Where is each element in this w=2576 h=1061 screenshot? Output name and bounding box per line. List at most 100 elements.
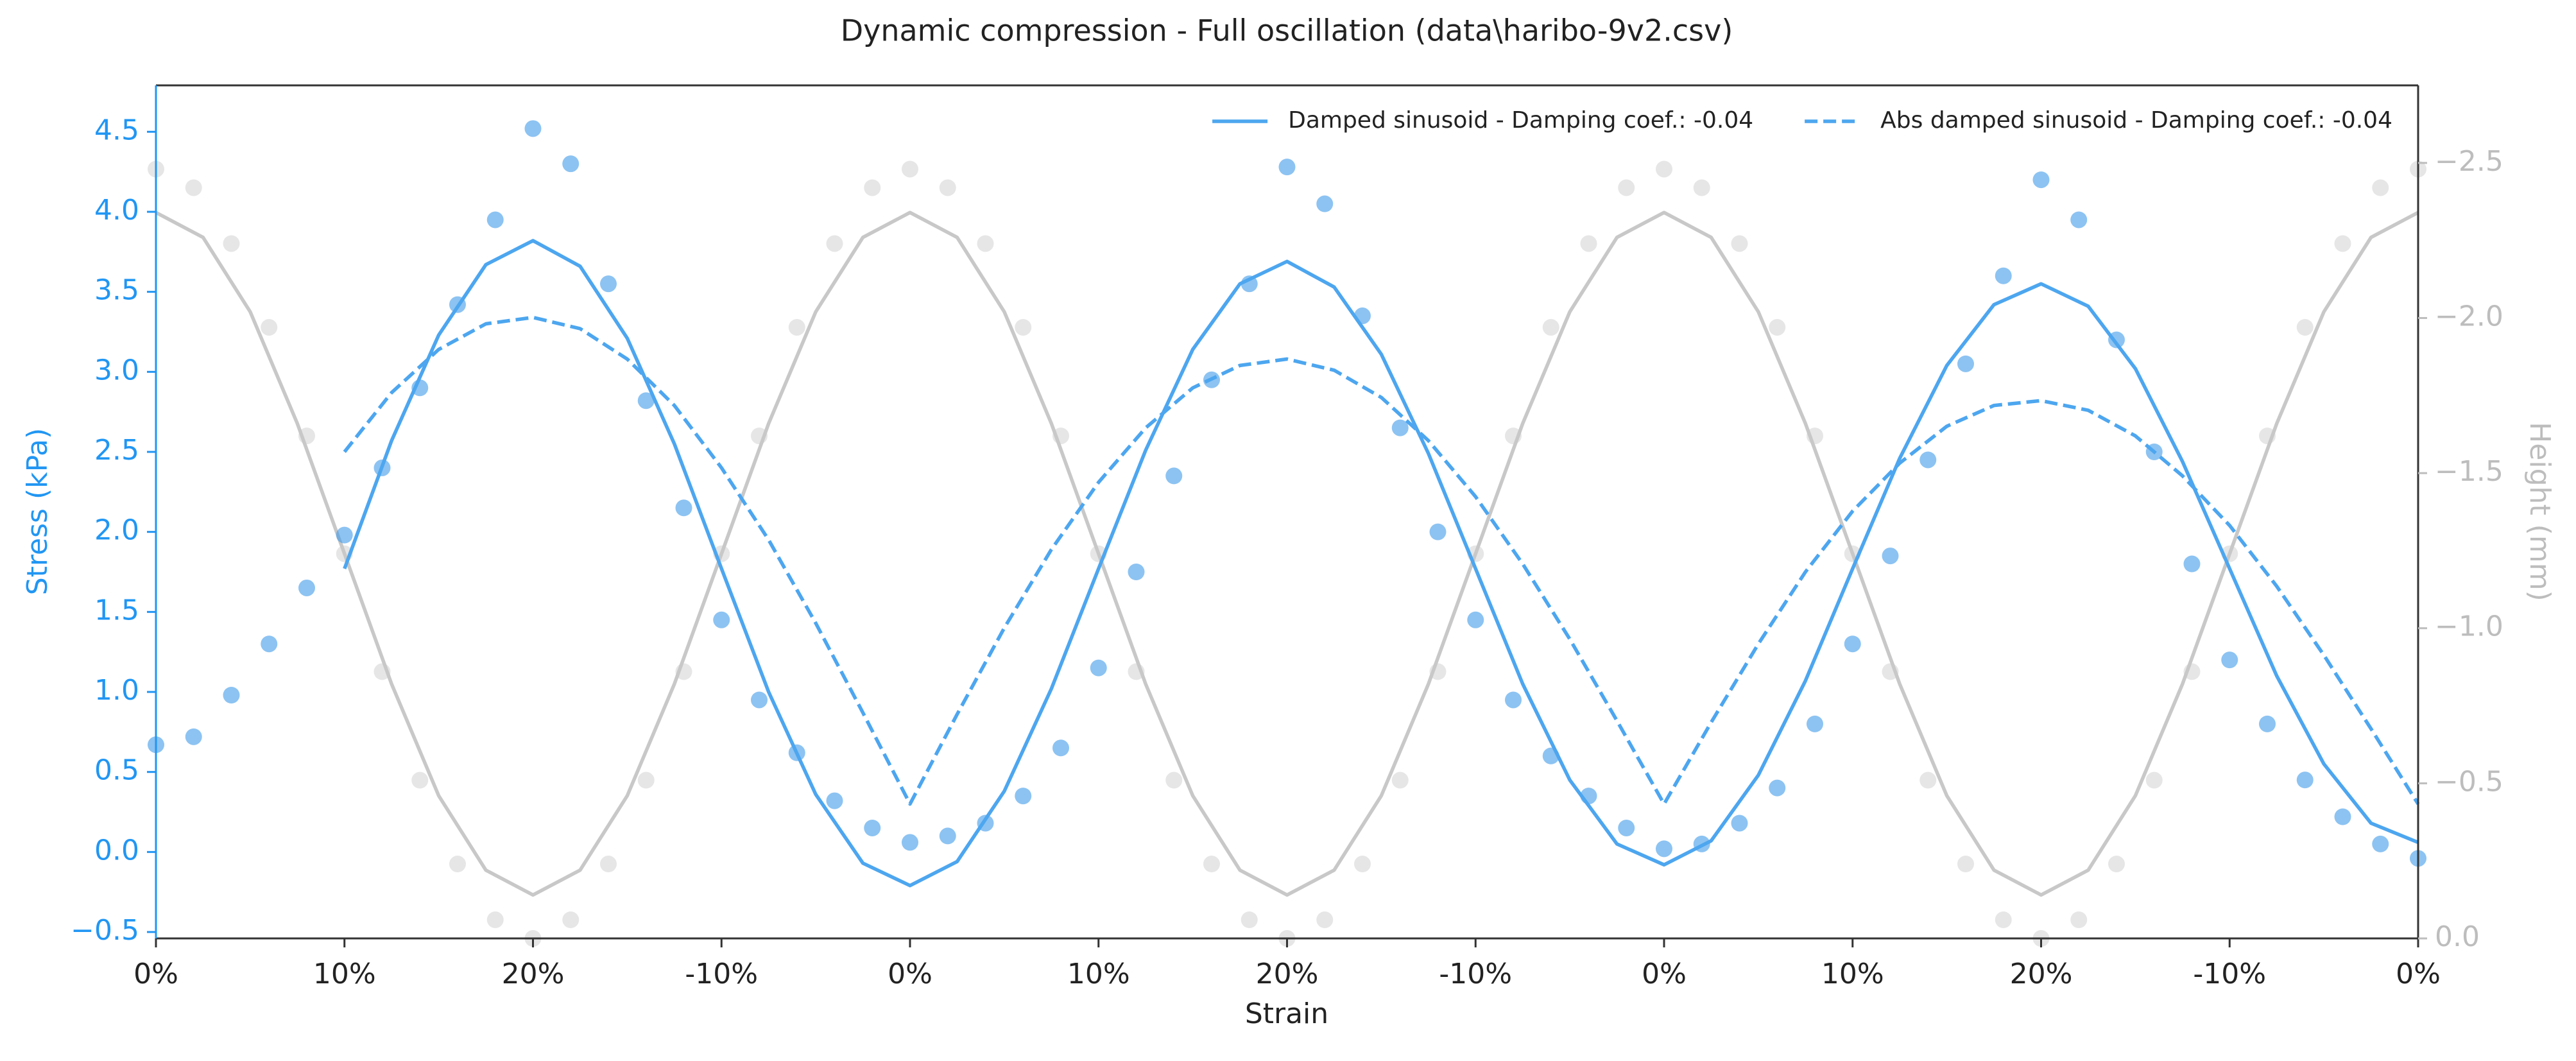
data-point	[2145, 772, 2163, 789]
data-point	[939, 179, 956, 196]
data-point	[1618, 179, 1635, 196]
y2-tick-label: −2.5	[2435, 145, 2503, 178]
data-point	[1919, 451, 1937, 469]
data-point	[185, 179, 202, 196]
data-point	[1995, 267, 2012, 284]
chart-title: Dynamic compression - Full oscillation (…	[841, 13, 1733, 48]
data-point	[2259, 715, 2276, 732]
x-tick-label: -10%	[1439, 958, 1512, 990]
data-point	[600, 275, 617, 293]
data-point	[261, 318, 278, 336]
data-point	[1542, 318, 1559, 336]
data-point	[2334, 235, 2351, 252]
x-tick-label: 10%	[1821, 958, 1884, 990]
x-tick-label: -10%	[685, 958, 758, 990]
data-point	[2070, 211, 2088, 229]
data-point	[1919, 772, 1937, 789]
data-point	[1618, 819, 1635, 836]
data-point	[1882, 548, 1899, 565]
data-point	[1241, 911, 1258, 929]
data-point	[486, 211, 504, 229]
legend-label: Abs damped sinusoid - Damping coef.: -0.…	[1880, 107, 2392, 134]
data-point	[1731, 235, 1748, 252]
y2-tick-label: −0.5	[2435, 765, 2503, 798]
data-point	[411, 772, 429, 789]
data-point	[1015, 788, 1032, 805]
y-tick-label: 0.5	[94, 754, 139, 787]
data-point	[1693, 179, 1710, 196]
data-point	[1052, 739, 1069, 757]
y-tick-label: 1.5	[94, 594, 139, 626]
x-tick-label: 0%	[2396, 958, 2441, 990]
data-point	[977, 235, 994, 252]
data-point	[1203, 856, 1220, 873]
data-point	[788, 318, 805, 336]
data-point	[713, 611, 730, 628]
data-point	[1429, 523, 1447, 540]
data-point	[1844, 635, 1861, 653]
data-point	[1580, 235, 1597, 252]
data-point	[902, 160, 918, 178]
data-point	[637, 772, 655, 789]
data-point	[2334, 808, 2351, 825]
data-point	[1391, 772, 1409, 789]
data-point	[185, 728, 202, 745]
data-point	[1090, 659, 1107, 677]
fit-line	[343, 239, 2419, 888]
y2-tick-label: −1.0	[2435, 610, 2503, 643]
data-point	[1505, 691, 1522, 709]
y-tick-label: −0.5	[71, 914, 139, 947]
x-tick-label: 0%	[1642, 958, 1687, 990]
data-point	[637, 392, 655, 410]
x-tick-label: 20%	[2010, 958, 2073, 990]
data-point	[1731, 815, 1748, 832]
data-point	[1957, 355, 1974, 372]
y2-tick-label: −2.0	[2435, 300, 2503, 332]
data-point	[1278, 159, 1296, 176]
data-point	[600, 856, 617, 873]
data-point	[1165, 772, 1183, 789]
y-tick-label: 3.0	[94, 354, 139, 386]
data-point	[1391, 419, 1409, 436]
data-point	[1128, 564, 1145, 581]
data-point	[2296, 772, 2314, 789]
data-point	[1467, 611, 1484, 628]
y-tick-label: 2.5	[94, 434, 139, 467]
data-point	[1316, 911, 1334, 929]
x-tick-label: -10%	[2193, 958, 2266, 990]
data-point	[486, 911, 504, 929]
data-point	[826, 235, 843, 252]
data-point	[336, 526, 353, 544]
data-point	[1995, 911, 2012, 929]
y-axis-label: Stress (kPa)	[21, 428, 54, 596]
data-point	[1165, 467, 1183, 485]
x-tick-label: 0%	[888, 958, 932, 990]
data-point	[449, 856, 466, 873]
y-tick-label: 0.0	[94, 834, 139, 867]
data-point	[1015, 318, 1032, 336]
data-point	[1807, 715, 1823, 732]
y-tick-label: 3.5	[94, 274, 139, 307]
x-tick-label: 20%	[1256, 958, 1319, 990]
x-tick-label: 10%	[313, 958, 376, 990]
y2-tick-label: 0.0	[2435, 920, 2480, 953]
data-point	[562, 155, 580, 173]
data-point	[562, 911, 580, 929]
x-tick-label: 20%	[502, 958, 565, 990]
legend: Abs damped sinusoid - Damping coef.: -0.…	[1212, 107, 2392, 134]
fit-line	[155, 211, 2419, 897]
data-point	[1769, 318, 1786, 336]
data-point	[2070, 911, 2088, 929]
data-point	[1769, 779, 1786, 797]
y-tick-label: 4.5	[94, 114, 139, 146]
x-tick-label: 0%	[133, 958, 178, 990]
data-point	[864, 819, 881, 836]
data-point	[2296, 318, 2314, 336]
data-point	[2372, 835, 2389, 852]
data-point	[261, 635, 278, 653]
data-point	[2221, 651, 2238, 669]
plot-area	[148, 120, 2426, 947]
legend-label: Damped sinusoid - Damping coef.: -0.04	[1288, 107, 1753, 134]
